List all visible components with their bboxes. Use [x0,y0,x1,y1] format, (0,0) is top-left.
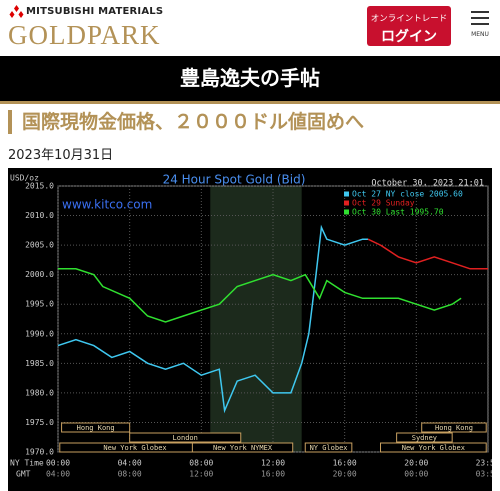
x-tick-label: 23:59 [476,459,492,468]
session-bar [129,432,242,443]
legend-swatch [344,209,349,215]
x2-tick-label: 12:00 [189,470,213,479]
series-line [58,268,462,323]
source: www.kitco.com [62,198,152,212]
y-tick-label: 1990.0 [25,329,54,338]
y-tick-label: 2005.0 [25,241,54,250]
login-button[interactable]: オンライントレード ログイン [367,6,451,46]
x-tick-label: 08:00 [189,459,213,468]
legend-label: Oct 30 Last 1995.70 [352,208,444,217]
session-label: London [173,434,198,442]
x-tick-label: 16:00 [333,459,357,468]
menu-button[interactable]: MENU [466,8,494,48]
x-row-label: NY Time [10,459,44,468]
x2-tick-label: 20:00 [333,470,357,479]
menu-label: MENU [471,31,489,38]
y-label: USD/oz [10,174,39,183]
session-bar [396,432,453,443]
article-title: 国際現物金価格、２０００ドル値固めへ [8,110,364,134]
brand-icon [9,5,24,18]
login-big: ログイン [381,29,437,45]
highlight [210,186,302,452]
legend-label: Oct 29 Sunday [352,199,415,208]
session-label: New York Globex [402,444,465,452]
y-tick-label: 1975.0 [25,418,54,427]
chart-title: 24 Hour Spot Gold (Bid) [163,173,306,187]
x-tick-label: 12:00 [261,459,285,468]
legend-swatch [344,191,349,197]
session-label: Sydney [412,434,437,442]
y-tick-label: 1970.0 [25,448,54,457]
session-label: New York Globex [103,444,166,452]
y-tick-label: 1980.0 [25,388,54,397]
article-date: 2023年10月31日 [8,148,114,163]
legend-swatch [344,200,349,206]
x-tick-label: 00:00 [46,459,70,468]
login-small: オンライントレード [370,14,448,24]
x2-tick-label: 08:00 [118,470,142,479]
session-bar [61,422,131,433]
session-bar [191,442,294,453]
logo[interactable]: GOLDPARK [8,20,161,50]
y-tick-label: 1985.0 [25,359,54,368]
brand: MITSUBISHI MATERIALS [26,6,164,17]
y-tick-label: 2000.0 [25,270,54,279]
x2-tick-label: 03:59 [476,470,492,479]
x-tick-label: 20:00 [404,459,428,468]
chart: USD/oz 24 Hour Spot Gold (Bid) October 3… [8,168,492,491]
session-label: Hong Kong [77,424,115,432]
x2-tick-label: 00:00 [404,470,428,479]
series-line [57,224,368,414]
series-line [367,238,488,270]
timestamp: October 30, 2023 21:01 [371,179,484,189]
session-label: New York NYMEX [213,444,273,452]
session-bar [421,422,487,433]
x2-row-label: GMT [16,470,31,479]
y-tick-label: 2010.0 [25,211,54,220]
x-tick-label: 04:00 [118,459,142,468]
column-title: 豊島逸夫の手帖 [0,56,500,104]
session-bar [304,442,353,453]
y-tick-label: 1995.0 [25,300,54,309]
y-tick-label: 2015.0 [25,182,54,191]
session-label: Hong Kong [435,424,473,432]
legend-label: Oct 27 NY close 2005.60 [352,190,463,199]
x2-tick-label: 04:00 [46,470,70,479]
session-label: NY Globex [310,444,348,452]
x2-tick-label: 16:00 [261,470,285,479]
session-bar [380,442,487,453]
